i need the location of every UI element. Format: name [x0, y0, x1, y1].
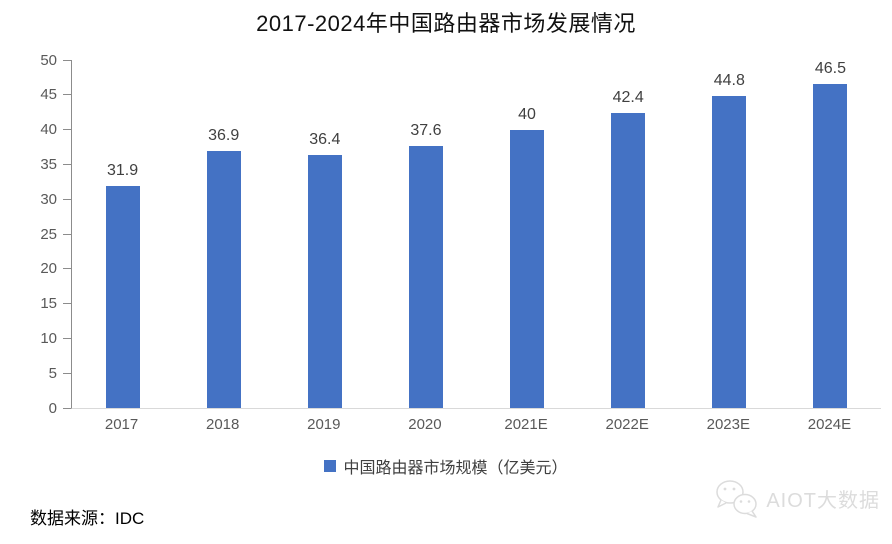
- plot-area: 31.9 36.9 36.4 37.6 40 42.4 44.8 46.5: [71, 60, 881, 409]
- bar-value-label: 44.8: [713, 72, 745, 90]
- y-tick-label: 10: [40, 329, 57, 347]
- x-axis-label: 2017: [104, 416, 139, 433]
- y-tick-label: 5: [48, 364, 57, 382]
- x-axis-label: 2020: [408, 416, 442, 433]
- legend: 中国路由器市场规模（亿美元）: [0, 454, 892, 478]
- y-tick-label: 45: [40, 86, 57, 104]
- y-tick-mark: [63, 233, 71, 235]
- bar: [307, 154, 342, 408]
- bar: [408, 146, 443, 408]
- bar-value-label: 36.4: [309, 130, 341, 148]
- bar-value-label: 42.4: [612, 88, 644, 106]
- x-axis-label: 2024E: [807, 416, 852, 433]
- y-axis: 50 45 40 35 30 25 20 15 10 5 0: [13, 52, 71, 417]
- bar-value-label: 40: [518, 105, 536, 123]
- y-tick-mark: [63, 303, 71, 305]
- x-axis: 2017 2018 2019 2020 2021E 2022E 2023E 20…: [71, 416, 880, 433]
- x-axis-label: 2018: [206, 416, 240, 433]
- bar: [611, 112, 646, 408]
- legend-label: 中国路由器市场规模（亿美元）: [343, 460, 568, 477]
- y-tick-mark: [63, 407, 71, 409]
- y-tick-label: 50: [40, 51, 57, 69]
- legend-marker: [324, 460, 337, 472]
- x-axis-label: 2021E: [504, 416, 548, 433]
- bar: [712, 96, 747, 408]
- bar-slot: 44.8: [679, 60, 780, 408]
- y-tick-mark: [63, 129, 71, 131]
- bar-slot: 31.9: [72, 60, 173, 408]
- y-tick-label: 30: [40, 190, 57, 208]
- y-tick-mark: [63, 163, 71, 165]
- y-tick-label: 15: [40, 295, 57, 313]
- bar: [206, 151, 241, 408]
- chart-title: 2017-2024年中国路由器市场发展情况: [256, 11, 636, 36]
- y-tick-label: 25: [40, 225, 57, 243]
- bar-value-label: 37.6: [410, 122, 442, 140]
- y-tick-mark: [63, 372, 71, 374]
- source-note: 数据来源：IDC: [30, 509, 145, 528]
- bar-slot: 37.6: [375, 60, 476, 408]
- x-axis-label: 2019: [307, 416, 341, 433]
- wechat-icon: [716, 480, 758, 518]
- bar-value-label: 46.5: [814, 60, 846, 78]
- watermark: AIOT大数据: [712, 478, 880, 518]
- bar-slot: 46.5: [780, 60, 881, 408]
- bar: [813, 84, 848, 408]
- y-tick-mark: [63, 94, 71, 96]
- y-tick-mark: [63, 268, 71, 270]
- y-tick-mark: [63, 198, 71, 200]
- y-tick-label: 40: [40, 121, 57, 139]
- y-tick-label: 20: [40, 260, 57, 278]
- bar-value-label: 36.9: [208, 127, 240, 145]
- y-tick-mark: [63, 337, 71, 339]
- x-axis-label: 2022E: [605, 416, 649, 433]
- bar-slot: 40: [477, 60, 578, 408]
- x-axis-label: 2023E: [706, 416, 750, 433]
- bar: [510, 129, 545, 408]
- bar-series: 31.9 36.9 36.4 37.6 40 42.4 44.8 46.5: [72, 60, 881, 408]
- y-tick-label: 35: [40, 155, 57, 173]
- bar-slot: 42.4: [578, 60, 679, 408]
- watermark-text: AIOT大数据: [766, 489, 880, 512]
- y-tick-label: 0: [48, 399, 57, 417]
- bar-value-label: 31.9: [106, 161, 139, 179]
- bar-slot: 36.9: [173, 60, 274, 408]
- y-tick-mark: [63, 59, 71, 61]
- bar-slot: 36.4: [274, 60, 375, 408]
- bar: [105, 185, 140, 408]
